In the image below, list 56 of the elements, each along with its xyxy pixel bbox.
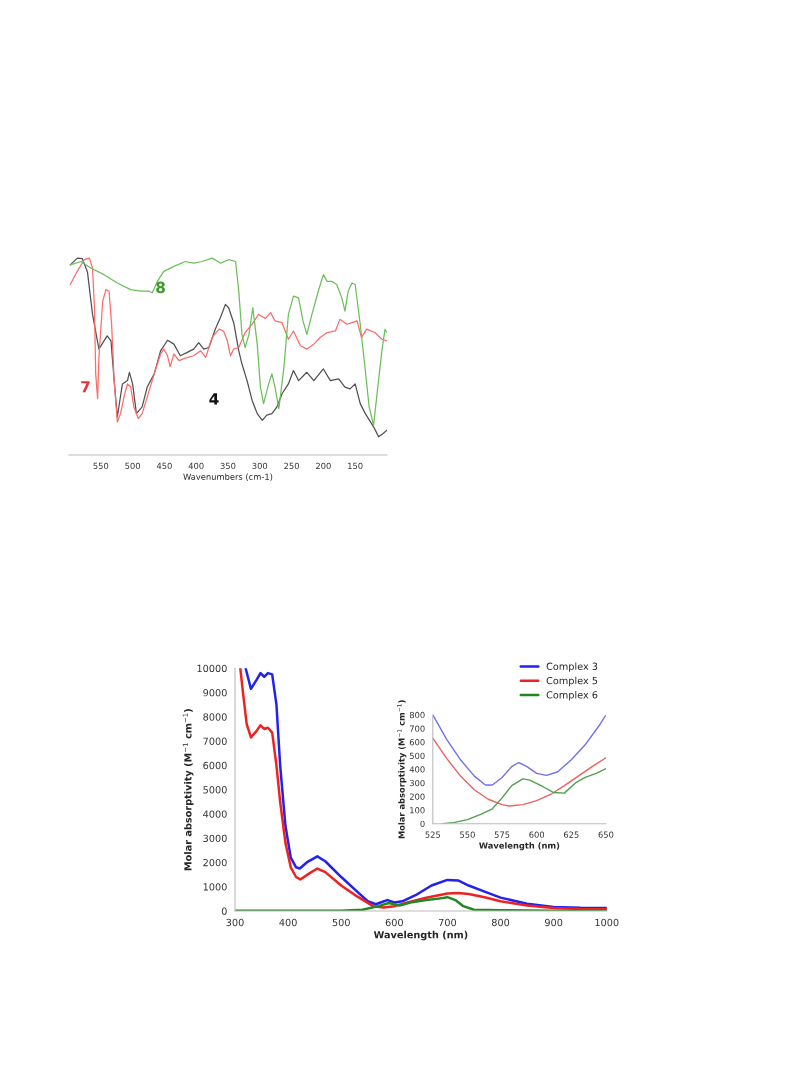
y-tick-label: 500 (409, 752, 425, 759)
x-tick-label: 1000 (595, 918, 619, 927)
y-tick-label: 1000 (203, 883, 227, 891)
y-tick-label: 9000 (203, 689, 227, 697)
line-series (432, 737, 606, 807)
x-tick-label: 600 (385, 918, 403, 927)
x-tick-label: 350 (220, 462, 236, 470)
x-tick-label: 550 (460, 831, 475, 838)
y-tick-label: 400 (409, 766, 425, 773)
y-axis-title: Molar absorptivity (M$^{−1}$ cm$^{−1}$) (182, 709, 194, 871)
y-tick-label: 8000 (203, 713, 227, 721)
x-tick-label: 250 (284, 462, 299, 470)
y-tick-label: 6000 (203, 761, 227, 770)
x-tick-label: 400 (188, 462, 204, 470)
y-tick-label: 600 (409, 739, 425, 746)
y-tick-label: 3000 (203, 834, 227, 843)
y-tick-label: 5000 (203, 786, 227, 794)
legend-label: Complex 6 (546, 690, 598, 701)
x-tick-label: 700 (438, 918, 457, 927)
x-tick-label: 625 (563, 831, 579, 838)
y-tick-label: 10000 (197, 664, 227, 673)
y-tick-label: 800 (409, 711, 425, 719)
y-tick-label: 200 (409, 793, 425, 800)
x-tick-label: 575 (494, 831, 510, 838)
series-label: 7 (81, 381, 90, 393)
x-tick-label: 500 (125, 462, 140, 470)
x-tick-label: 500 (332, 918, 350, 927)
legend-label: Complex 5 (546, 676, 598, 687)
y-tick-label: 4000 (203, 810, 227, 818)
x-tick-label: 150 (348, 462, 363, 470)
x-tick-label: 600 (529, 831, 545, 838)
x-axis-title: Wavelength (nm) (373, 930, 468, 941)
x-tick-label: 300 (226, 918, 244, 927)
series-label: 8 (156, 281, 165, 294)
x-tick-label: 450 (156, 462, 172, 470)
x-tick-label: 800 (491, 918, 510, 927)
y-tick-label: 100 (410, 807, 425, 814)
y-tick-label: 700 (409, 725, 425, 732)
y-tick-label: 2000 (203, 858, 227, 867)
y-tick-label: 0 (420, 820, 425, 828)
y-tick-label: 0 (221, 907, 227, 915)
x-axis-title: Wavenumbers (cm-1) (183, 473, 273, 481)
y-tick-label: 7000 (203, 737, 227, 745)
x-axis-title: Wavelength (nm) (479, 842, 560, 851)
legend-label: Complex 3 (546, 662, 598, 672)
x-tick-label: 200 (316, 462, 331, 470)
y-axis-title: Molar absorptivity (M$^{−1}$ cm$^{−1}$) (397, 700, 407, 839)
y-tick-label: 300 (409, 779, 425, 787)
x-tick-label: 525 (425, 831, 441, 838)
x-tick-label: 400 (279, 918, 297, 927)
text: 4 (209, 393, 219, 405)
x-tick-label: 550 (93, 462, 109, 470)
x-tick-label: 650 (598, 831, 614, 838)
x-tick-label: 300 (252, 462, 268, 470)
x-tick-label: 900 (544, 918, 563, 927)
line-series (432, 714, 606, 786)
